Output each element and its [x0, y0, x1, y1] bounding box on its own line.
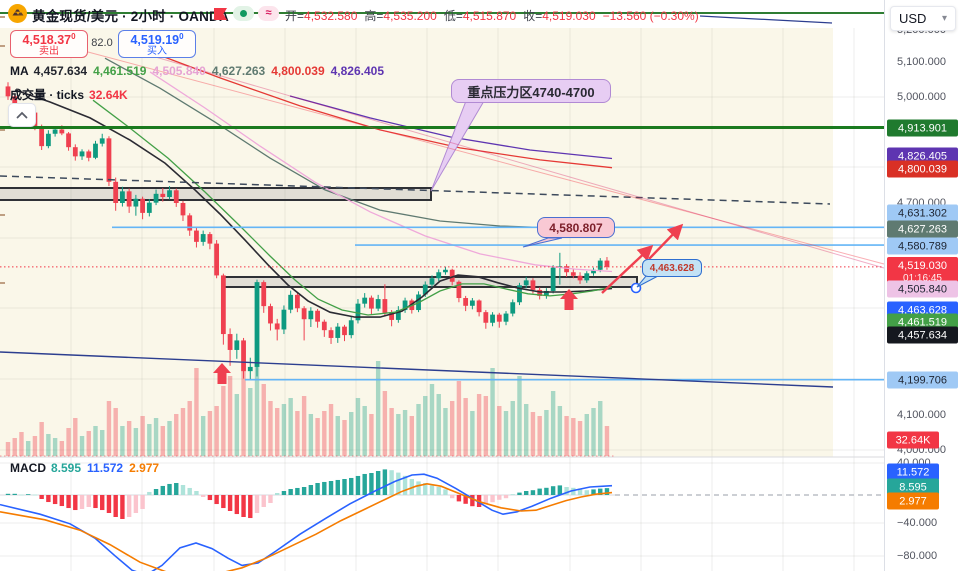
trendline: [699, 15, 833, 24]
gold-symbol-logo-icon[interactable]: [8, 4, 27, 23]
chevron-down-icon: ▾: [941, 13, 947, 24]
trendline: [0, 351, 834, 388]
ma-line: [92, 99, 613, 316]
legend-value: 4,505.840: [152, 64, 206, 78]
buy-button[interactable]: 4,519.190 买入: [118, 30, 196, 58]
grid: [0, 28, 884, 571]
macd-legend-row[interactable]: MACD 8.595 11.572 2.977: [10, 461, 160, 475]
trendline: [151, 55, 885, 269]
buy-arrow-marker: [213, 363, 231, 384]
macd-line: [0, 473, 613, 571]
axis-tick-label: 5,100.000: [897, 56, 946, 68]
trendline: [0, 175, 831, 205]
flag-icon[interactable]: [214, 8, 227, 20]
price-badge: 4,457.634: [887, 326, 958, 344]
price-badge: 32.64K: [887, 431, 939, 449]
ohlc-readout: 开=4,532.580 高=4,535.200 低=4,515.870 收=4,519…: [285, 9, 699, 23]
chart-toolbar: 黄金现货/美元 · 2小时 · OANDA ≈ 开=4,532.580 高=4,5…: [0, 0, 884, 28]
trendline: [87, 51, 885, 265]
legend-value: 2.977: [129, 461, 160, 475]
currency-dropdown[interactable]: USD ▾: [890, 6, 956, 31]
price-badge: 4,461.519: [887, 313, 958, 331]
market-status-icon[interactable]: [233, 6, 254, 21]
ma-line: [139, 47, 613, 169]
price-axis-panel[interactable]: USD ▾ 5,200.0005,100.0005,000.0004,700.0…: [884, 0, 960, 571]
volume-bars: [5, 361, 610, 456]
legend-value: 8.595: [51, 461, 82, 475]
legend-value: 4,461.519: [93, 64, 147, 78]
price-badge: 4,913.901: [887, 119, 958, 137]
trend-arrow: [601, 244, 654, 294]
axis-tick-label: −80.000: [897, 550, 938, 562]
price-badge: 2.977: [887, 492, 939, 510]
approx-data-icon[interactable]: ≈: [258, 6, 279, 21]
symbol-title[interactable]: 黄金现货/美元 · 2小时 · OANDA: [32, 9, 229, 24]
ma-legend-row[interactable]: MA 4,457.634 4,461.519 4,505.840 4,627.263 4,…: [10, 64, 385, 78]
legend-value: 4,457.634: [33, 64, 88, 78]
legend-value: 4,800.039: [271, 64, 325, 78]
collapse-pane-button[interactable]: [8, 103, 36, 127]
level-4463-callout[interactable]: 4,463.628: [642, 259, 702, 277]
price-badge: 4,199.706: [887, 371, 958, 389]
macd-line: [0, 482, 613, 571]
level-4580-callout[interactable]: 4,580.807: [537, 217, 615, 238]
price-badge: 8.595: [887, 478, 939, 496]
axis-tick-label: 5,000.000: [897, 91, 946, 103]
pressure-zone-callout[interactable]: 重点压力区4740-4700: [451, 79, 611, 103]
price-badge: 4,631.302: [887, 204, 958, 222]
price-badge: 4,580.789: [887, 237, 958, 255]
ma-line: [14, 89, 613, 318]
price-badge: 4,800.039: [887, 160, 958, 178]
axis-tick-label: −40.000: [897, 517, 938, 529]
price-badge: 4,505.840: [887, 280, 958, 298]
legend-value: 4,826.405: [330, 64, 385, 78]
price-zone-rect: [0, 187, 432, 201]
price-badge: 11.572: [887, 463, 939, 481]
buy-arrow-marker: [560, 289, 578, 310]
axis-tick-label: 4,100.000: [897, 409, 946, 421]
price-badge: 4,826.405: [887, 147, 958, 165]
volume-legend-row[interactable]: 成交量 · ticks 32.64K: [10, 88, 128, 102]
sell-button[interactable]: 4,518.370 卖出: [10, 30, 88, 58]
chevron-up-icon: [16, 111, 28, 119]
price-badge: 4,627.263: [887, 220, 958, 238]
spread-value: 82.0: [91, 37, 113, 49]
session-background: [0, 28, 833, 457]
macd-histogram: [5, 469, 610, 519]
trend-arrow: [648, 223, 684, 260]
legend-value: 4,627.263: [211, 64, 266, 78]
volume-value: 32.64K: [89, 88, 128, 102]
ma-line: [289, 95, 613, 160]
legend-value: 11.572: [87, 461, 124, 475]
